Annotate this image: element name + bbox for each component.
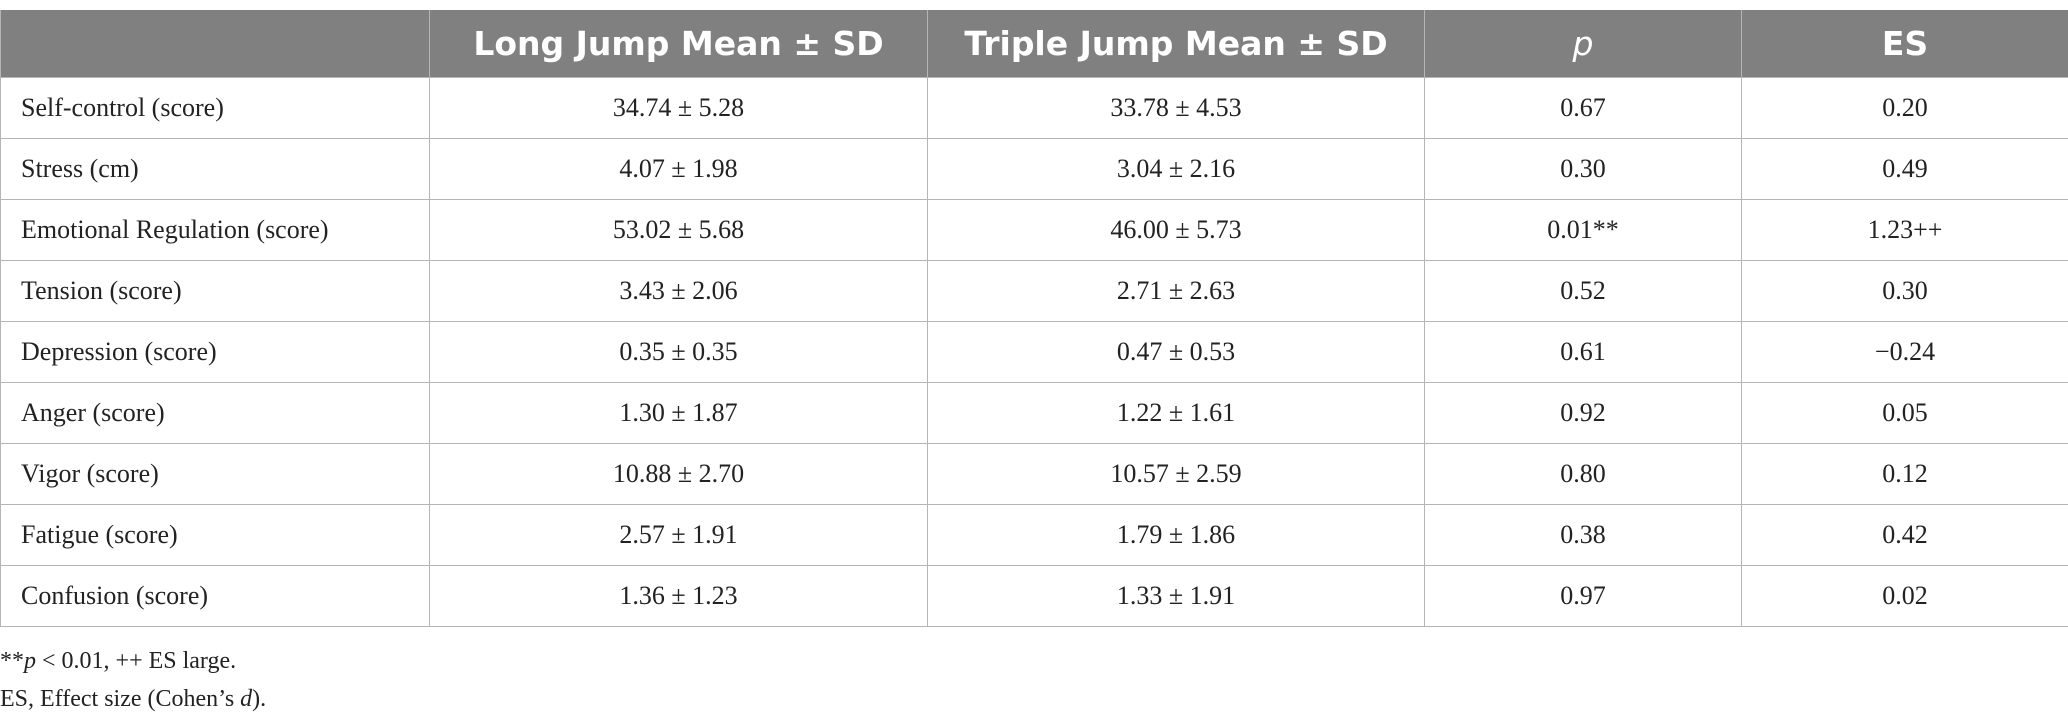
table-cell: 0.80 xyxy=(1424,443,1742,505)
table-cell: 4.07 ± 1.98 xyxy=(429,138,928,200)
table-cell: 0.97 xyxy=(1424,565,1742,627)
table-cell: Stress (cm) xyxy=(0,138,430,200)
footnote-text: d xyxy=(240,686,253,712)
table-cell: 0.49 xyxy=(1741,138,2068,200)
table-cell: 0.52 xyxy=(1424,260,1742,322)
table-cell: Vigor (score) xyxy=(0,443,430,505)
table-cell: 1.36 ± 1.23 xyxy=(429,565,928,627)
table-row: Anger (score) 1.30 ± 1.87 1.22 ± 1.61 0.92 0… xyxy=(0,382,2068,444)
table-cell: 0.42 xyxy=(1741,504,2068,566)
header-cell: Long Jump Mean ± SD xyxy=(429,10,928,78)
table-cell: Depression (score) xyxy=(0,321,430,383)
header-row: Long Jump Mean ± SD Triple Jump Mean ± SD… xyxy=(0,10,2068,78)
table-cell: 0.61 xyxy=(1424,321,1742,383)
header-cell: Triple Jump Mean ± SD xyxy=(927,10,1425,78)
footnote-text: < 0.01, ++ ES large. xyxy=(36,648,237,674)
table-cell: 3.04 ± 2.16 xyxy=(927,138,1425,200)
table-row: Emotional Regulation (score) 53.02 ± 5.68… xyxy=(0,199,2068,261)
table-cell: 1.22 ± 1.61 xyxy=(927,382,1425,444)
table-cell: 0.38 xyxy=(1424,504,1742,566)
table-cell: 0.12 xyxy=(1741,443,2068,505)
table-cell: Confusion (score) xyxy=(0,565,430,627)
table-cell: 1.30 ± 1.87 xyxy=(429,382,928,444)
table-cell: Tension (score) xyxy=(0,260,430,322)
table-cell: 34.74 ± 5.28 xyxy=(429,77,928,139)
table-body: Self-control (score) 34.74 ± 5.28 33.78 ± … xyxy=(0,77,2068,627)
table-cell: 53.02 ± 5.68 xyxy=(429,199,928,261)
table-cell: 0.05 xyxy=(1741,382,2068,444)
table-cell: 33.78 ± 4.53 xyxy=(927,77,1425,139)
table-cell: 3.43 ± 2.06 xyxy=(429,260,928,322)
table-cell: 0.01** xyxy=(1424,199,1742,261)
table-row: Vigor (score) 10.88 ± 2.70 10.57 ± 2.59 0.8… xyxy=(0,443,2068,505)
table-cell: Self-control (score) xyxy=(0,77,430,139)
table-cell: 0.02 xyxy=(1741,565,2068,627)
table-row: Tension (score) 3.43 ± 2.06 2.71 ± 2.63 0.5… xyxy=(0,260,2068,322)
footnote-text: ** xyxy=(0,648,24,674)
table-cell: 0.20 xyxy=(1741,77,2068,139)
table-cell: 1.23++ xyxy=(1741,199,2068,261)
table-cell: Emotional Regulation (score) xyxy=(0,199,430,261)
table-cell: 10.88 ± 2.70 xyxy=(429,443,928,505)
table-cell: 10.57 ± 2.59 xyxy=(927,443,1425,505)
header-cell xyxy=(0,10,430,78)
table-row: Depression (score) 0.35 ± 0.35 0.47 ± 0.53… xyxy=(0,321,2068,383)
table-cell: Anger (score) xyxy=(0,382,430,444)
footnote: **p < 0.01, ++ ES large. xyxy=(0,648,236,675)
table-cell: 1.79 ± 1.86 xyxy=(927,504,1425,566)
table-row: Self-control (score) 34.74 ± 5.28 33.78 ± … xyxy=(0,77,2068,139)
table-cell: 0.67 xyxy=(1424,77,1742,139)
table-cell: 2.71 ± 2.63 xyxy=(927,260,1425,322)
table-row: Fatigue (score) 2.57 ± 1.91 1.79 ± 1.86 0.3… xyxy=(0,504,2068,566)
footnote-text: ES, Effect size (Cohen’s xyxy=(0,686,241,712)
table-cell: 0.92 xyxy=(1424,382,1742,444)
table-cell: 0.35 ± 0.35 xyxy=(429,321,928,383)
data-table: Long Jump Mean ± SD Triple Jump Mean ± SD… xyxy=(0,10,2068,627)
header-cell: p xyxy=(1424,10,1742,78)
header-cell: ES xyxy=(1741,10,2068,78)
table-cell: −0.24 xyxy=(1741,321,2068,383)
footnote-text: p xyxy=(24,648,36,674)
table-cell: 0.30 xyxy=(1424,138,1742,200)
table-cell: 46.00 ± 5.73 xyxy=(927,199,1425,261)
table-cell: 0.30 xyxy=(1741,260,2068,322)
footnote-text: ). xyxy=(252,686,267,712)
table-cell: 0.47 ± 0.53 xyxy=(927,321,1425,383)
footnote: ES, Effect size (Cohen’s d). xyxy=(0,686,266,713)
table-row: Confusion (score) 1.36 ± 1.23 1.33 ± 1.91 0… xyxy=(0,565,2068,627)
table-cell: 2.57 ± 1.91 xyxy=(429,504,928,566)
table-cell: 1.33 ± 1.91 xyxy=(927,565,1425,627)
table-cell: Fatigue (score) xyxy=(0,504,430,566)
table-row: Stress (cm) 4.07 ± 1.98 3.04 ± 2.16 0.30 0.4… xyxy=(0,138,2068,200)
